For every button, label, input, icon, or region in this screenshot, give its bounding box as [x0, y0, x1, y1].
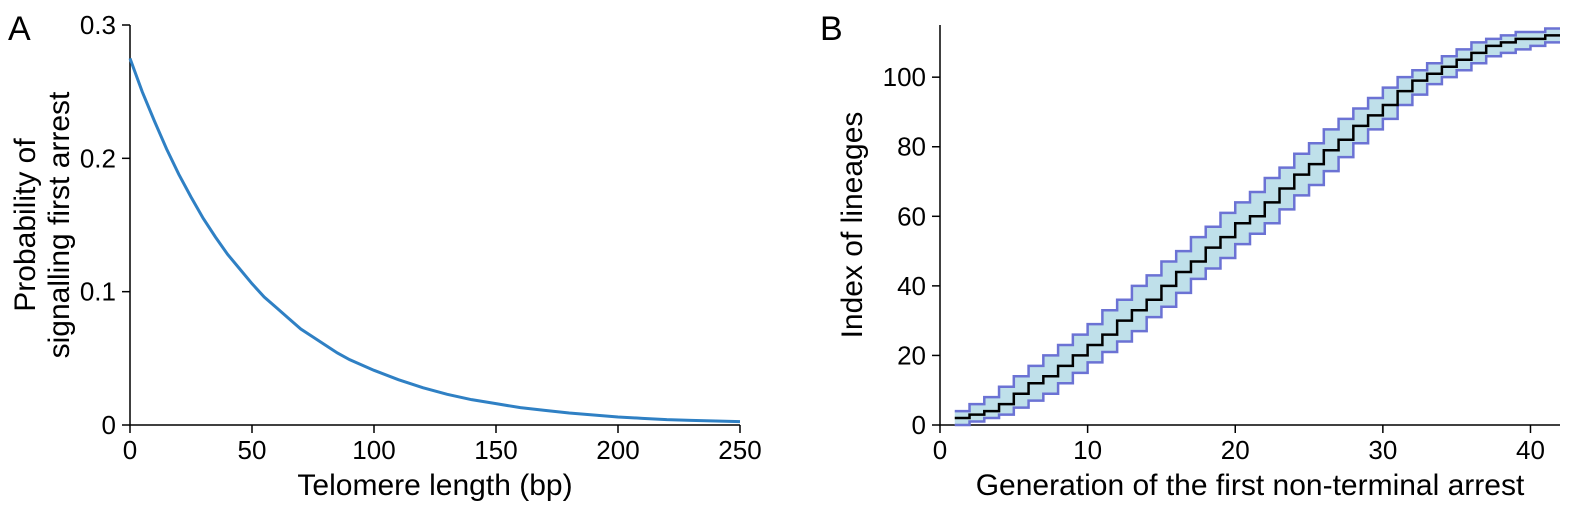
- figure: A B 05010015020025000.10.20.3Telomere le…: [0, 0, 1594, 531]
- y-tick-label: 80: [897, 132, 926, 162]
- panel-b-xlabel: Generation of the first non-terminal arr…: [976, 469, 1525, 502]
- x-tick-label: 20: [1221, 435, 1250, 465]
- panel-b-ylabel: Index of lineages: [836, 112, 869, 339]
- panel-a-curve: [130, 58, 740, 421]
- y-tick-label: 0.3: [80, 10, 116, 40]
- x-tick-label: 10: [1073, 435, 1102, 465]
- x-tick-label: 0: [123, 435, 137, 465]
- x-tick-label: 100: [352, 435, 395, 465]
- y-tick-label: 100: [883, 62, 926, 92]
- y-tick-label: 0.2: [80, 143, 116, 173]
- x-tick-label: 0: [933, 435, 947, 465]
- panel-a-xlabel: Telomere length (bp): [297, 469, 572, 502]
- panel-a-ylabel: Probability ofsignalling first arrest: [9, 91, 76, 358]
- y-tick-label: 0: [912, 410, 926, 440]
- x-tick-label: 200: [596, 435, 639, 465]
- y-tick-label: 40: [897, 271, 926, 301]
- y-tick-label: 0.1: [80, 277, 116, 307]
- x-tick-label: 40: [1516, 435, 1545, 465]
- x-tick-label: 30: [1368, 435, 1397, 465]
- y-tick-label: 20: [897, 340, 926, 370]
- x-tick-label: 250: [718, 435, 761, 465]
- confidence-band: [955, 28, 1560, 425]
- x-tick-label: 50: [238, 435, 267, 465]
- x-tick-label: 150: [474, 435, 517, 465]
- y-tick-label: 0: [102, 410, 116, 440]
- panel-a-chart: 05010015020025000.10.20.3Telomere length…: [0, 0, 1594, 531]
- panel-a-axes: [130, 25, 740, 425]
- y-tick-label: 60: [897, 201, 926, 231]
